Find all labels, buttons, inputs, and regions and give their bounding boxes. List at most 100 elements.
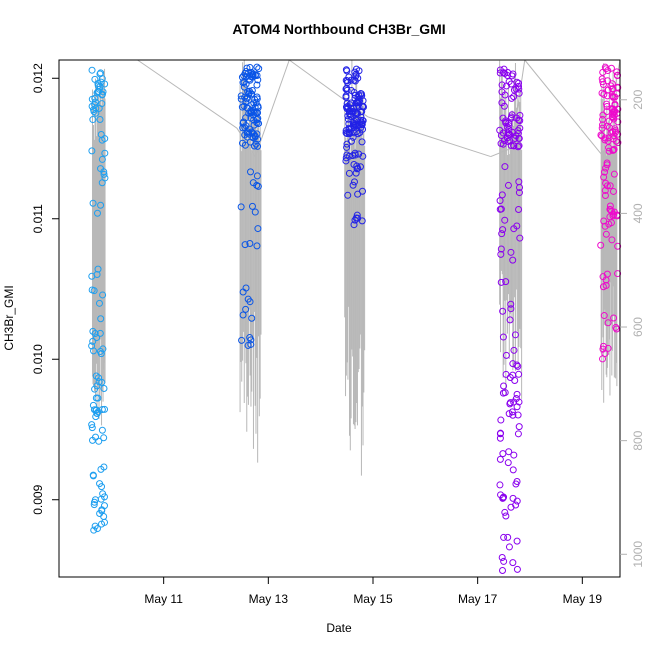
data-point (496, 455, 504, 463)
data-point (497, 429, 505, 437)
secondary-y-tick-label: 800 (631, 430, 645, 450)
data-point (507, 248, 515, 256)
x-tick-label: May 13 (249, 592, 289, 606)
data-point (513, 78, 521, 86)
data-point (97, 69, 105, 77)
data-point (603, 102, 611, 110)
data-point (101, 493, 109, 501)
data-point (246, 298, 254, 306)
data-point (253, 72, 261, 80)
data-point (350, 117, 358, 125)
data-point (98, 378, 106, 386)
data-point (93, 271, 101, 279)
data-point (516, 234, 524, 242)
data-point (505, 122, 513, 130)
data-point (350, 221, 358, 229)
data-point (612, 137, 620, 145)
data-point (100, 385, 108, 393)
data-point (610, 170, 618, 178)
data-point (605, 220, 613, 228)
data-point (614, 105, 622, 113)
data-point (88, 424, 96, 432)
data-point (95, 378, 103, 386)
data-point (608, 80, 616, 88)
data-point (499, 114, 507, 122)
data-points (88, 63, 622, 574)
data-point (609, 110, 617, 118)
data-point (510, 346, 518, 354)
data-point (497, 245, 505, 253)
data-point (504, 137, 512, 145)
y-axis: 0.009 0.010 0.011 0.012 (31, 63, 59, 515)
data-point (507, 503, 515, 511)
data-point (614, 118, 622, 126)
data-point (354, 74, 362, 82)
data-point (502, 278, 510, 286)
y-tick-label: 0.011 (31, 204, 45, 233)
data-point (511, 331, 519, 339)
data-point (599, 345, 607, 353)
data-point (514, 362, 522, 370)
data-point (349, 133, 357, 141)
data-point (89, 116, 97, 124)
data-point (237, 95, 245, 103)
data-point (97, 315, 105, 323)
data-point (346, 101, 354, 109)
data-point (496, 205, 504, 213)
data-point (602, 164, 610, 172)
data-point (90, 526, 98, 534)
data-point (514, 430, 522, 438)
data-point (599, 273, 607, 281)
data-point (254, 104, 262, 112)
data-point (515, 178, 523, 186)
data-point (249, 134, 257, 142)
chart-title: ATOM4 Northbound CH3Br_GMI (232, 21, 445, 37)
data-point (253, 63, 261, 71)
data-point (500, 493, 508, 501)
data-point (255, 65, 263, 73)
data-point (507, 113, 515, 121)
data-point (603, 182, 611, 190)
data-point (497, 416, 505, 424)
data-point (100, 434, 108, 442)
data-point (101, 149, 109, 157)
data-point (247, 106, 255, 114)
data-point (254, 135, 262, 143)
data-point (254, 114, 262, 122)
data-point (91, 98, 99, 106)
x-tick-label: May 19 (563, 592, 603, 606)
data-point (246, 63, 254, 71)
data-point (99, 88, 107, 96)
data-point (609, 187, 617, 195)
data-point (350, 178, 358, 186)
data-point (506, 316, 514, 324)
data-point (93, 525, 101, 533)
data-point (352, 109, 360, 117)
data-point (347, 137, 355, 145)
data-point (610, 314, 618, 322)
data-point (242, 80, 250, 88)
data-point (255, 119, 263, 127)
data-point (96, 115, 104, 123)
data-point (351, 68, 359, 76)
data-point (88, 421, 96, 429)
data-point (614, 139, 622, 147)
data-point (249, 179, 257, 187)
data-point (239, 119, 247, 127)
data-point (97, 78, 105, 86)
data-point (497, 278, 505, 286)
data-point (513, 361, 521, 369)
data-point (500, 533, 508, 541)
data-point (95, 104, 103, 112)
data-point (500, 382, 508, 390)
data-point (510, 398, 518, 406)
data-point (509, 559, 517, 567)
data-point (504, 459, 512, 467)
data-point (245, 90, 253, 98)
data-point (603, 108, 611, 116)
y-tick-label: 0.009 (31, 484, 45, 514)
data-point (609, 212, 617, 220)
data-point (252, 140, 260, 148)
data-point (353, 128, 361, 136)
data-point (500, 557, 508, 565)
